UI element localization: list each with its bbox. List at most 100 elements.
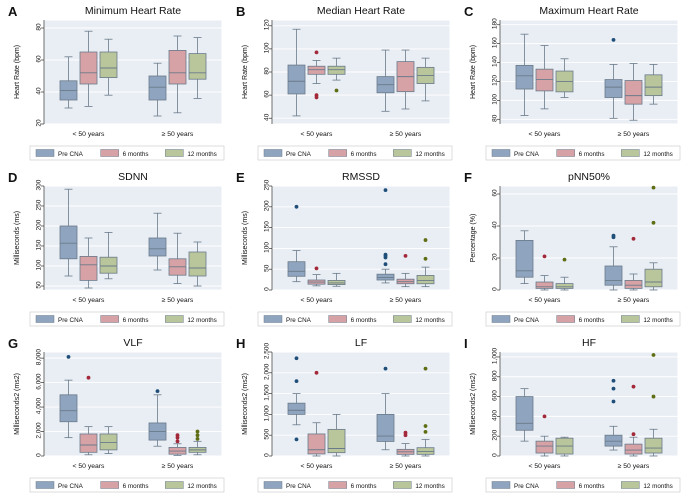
iqr-box	[535, 281, 554, 289]
legend-swatch	[35, 315, 55, 323]
y-axis-label: Percentage (%)	[470, 214, 477, 263]
legend-label: 12 months	[415, 483, 444, 490]
category-label: < 50 years	[301, 131, 334, 138]
outlier-point	[314, 370, 319, 375]
box-under-50-12-months	[555, 257, 574, 291]
iqr-box	[99, 51, 118, 79]
box-under-50-pre-cna	[515, 388, 534, 442]
box-under-50-6-months	[79, 375, 98, 456]
y-tick-label: 0	[36, 453, 43, 457]
y-tick-label: 80	[36, 23, 43, 31]
box-under-50-pre-cna	[59, 354, 78, 439]
outlier-point	[423, 238, 428, 242]
y-axis-label: Milliseconds (ms)	[14, 211, 21, 265]
outlier-point	[423, 424, 428, 428]
legend-swatch	[491, 481, 511, 489]
legend-swatch	[621, 149, 640, 157]
outlier-point	[611, 37, 616, 42]
outlier-point	[403, 430, 408, 435]
legend-swatch	[263, 315, 283, 323]
chart-title: VLF	[123, 337, 142, 349]
legend-swatch	[100, 315, 119, 323]
y-tick-label: 40	[492, 221, 499, 229]
legend-swatch	[35, 481, 55, 489]
y-tick-label: 2,500	[264, 342, 271, 359]
legend-label: 6 months	[579, 317, 605, 324]
y-tick-label: 80	[492, 114, 499, 122]
legend-swatch	[263, 481, 283, 489]
legend: Pre CNA 6 months 12 months	[257, 477, 453, 493]
legend-label: 12 months	[643, 317, 672, 324]
outlier-point	[611, 386, 616, 391]
outlier-point	[631, 236, 636, 241]
y-axis-label: Heart Rate (bpm)	[14, 45, 21, 99]
box-over-50-pre-cna	[376, 188, 395, 284]
outlier-point	[66, 354, 71, 359]
outlier-point	[175, 433, 180, 438]
legend-label: Pre CNA	[514, 151, 540, 158]
y-tick-label: 200	[492, 429, 499, 440]
box-under-50-pre-cna	[515, 230, 534, 284]
iqr-box	[644, 437, 663, 454]
legend-label: 6 months	[579, 483, 605, 490]
y-tick-label: 100	[492, 94, 499, 105]
legend-label: 12 months	[415, 317, 444, 324]
iqr-box	[644, 74, 663, 97]
legend-label: 6 months	[123, 151, 149, 158]
legend-swatch	[556, 149, 575, 157]
y-tick-label: 4,000	[36, 398, 43, 415]
box-under-50-6-months	[535, 254, 554, 291]
panel-e: E RMSSD 0 50 100 150 200 250 Milliseconds (ms) < …	[236, 170, 453, 327]
legend-swatch	[556, 315, 575, 323]
y-tick-label: 250	[264, 179, 271, 190]
box-over-50-pre-cna	[376, 49, 395, 112]
box-under-50-6-months	[307, 370, 326, 457]
box-under-50-12-months	[327, 272, 346, 287]
outlier-point	[294, 204, 299, 209]
y-tick-label: 500	[264, 428, 271, 439]
legend-label: Pre CNA	[514, 317, 540, 324]
chart-title: Minimum Heart Rate	[85, 5, 181, 17]
legend-label: Pre CNA	[58, 151, 84, 158]
chart-title: LF	[355, 337, 367, 349]
box-over-50-12-months	[188, 37, 207, 99]
legend-label: 6 months	[351, 483, 377, 490]
iqr-box	[624, 443, 643, 455]
legend-label: 12 months	[187, 151, 216, 158]
y-tick-label: 150	[264, 221, 271, 232]
chart-title: pNN50%	[568, 171, 610, 183]
y-tick-label: 2,000	[36, 422, 43, 439]
iqr-box	[376, 414, 395, 442]
outlier-point	[542, 254, 547, 259]
box-over-50-6-months	[624, 384, 643, 457]
outlier-point	[562, 257, 567, 262]
box-under-50-12-months	[555, 436, 574, 457]
category-label: ≥ 50 years	[618, 131, 650, 138]
box-under-50-6-months	[307, 50, 326, 100]
y-axis-label: Milliseconds2 (ms2)	[242, 373, 249, 435]
y-tick-label: 120	[264, 19, 271, 30]
iqr-box	[624, 280, 643, 289]
box-over-50-6-months	[396, 49, 415, 110]
iqr-box	[327, 65, 346, 75]
outlier-point	[86, 375, 91, 380]
iqr-box	[79, 433, 98, 453]
chart-title: Median Heart Rate	[317, 5, 405, 17]
outlier-point	[314, 50, 319, 55]
panel-i: I HF 0 200 400 600 800 1,000 Milliseconds2 (ms2)…	[464, 336, 681, 493]
category-label: ≥ 50 years	[618, 463, 650, 470]
box-over-50-6-months	[168, 35, 187, 114]
chart-title: HF	[582, 337, 596, 349]
legend-label: 12 months	[643, 483, 672, 490]
category-label: < 50 years	[73, 463, 106, 470]
legend-label: 12 months	[187, 317, 216, 324]
iqr-box	[515, 240, 534, 278]
y-tick-label: 0	[264, 287, 271, 291]
legend-swatch	[328, 315, 347, 323]
outlier-point	[651, 220, 656, 225]
legend-swatch	[165, 315, 184, 323]
outlier-point	[294, 356, 299, 361]
legend-swatch	[621, 481, 640, 489]
